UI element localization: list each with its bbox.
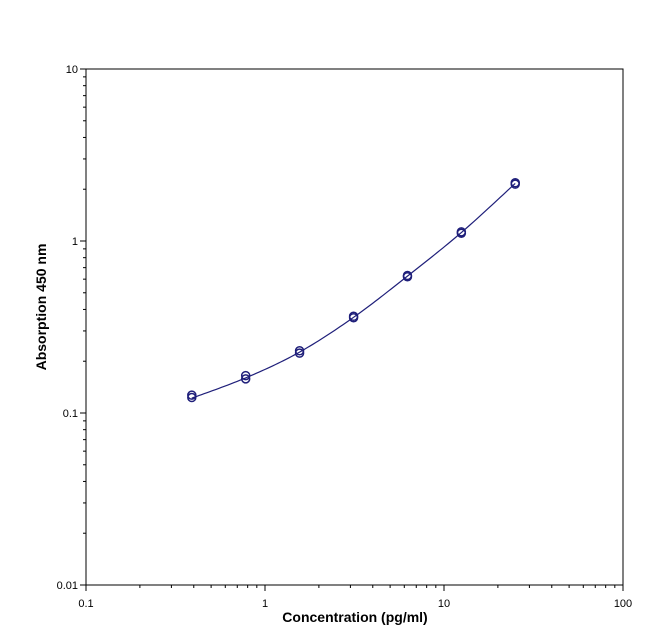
data-point <box>187 392 197 403</box>
data-point <box>294 348 305 358</box>
y-axis-ticks: 0.01 0.1 1 10 <box>57 64 86 592</box>
y-tick-label: 0.01 <box>57 580 78 592</box>
x-tick-label: 100 <box>614 598 632 610</box>
y-tick-label: 10 <box>66 64 78 76</box>
y-axis-title: Absorption 450 nm <box>33 244 49 371</box>
y-tick-label: 0.1 <box>63 408 78 420</box>
plot-frame <box>85 68 624 586</box>
x-tick-label: 1 <box>262 598 268 610</box>
data-points <box>187 178 520 403</box>
x-axis-title: Concentration (pg/ml) <box>282 609 427 625</box>
data-point <box>240 374 251 384</box>
y-tick-label: 1 <box>72 236 78 248</box>
data-point <box>456 228 467 238</box>
x-axis-ticks: 0.1 1 10 100 <box>78 585 632 610</box>
data-point <box>348 312 359 323</box>
data-point <box>240 370 251 381</box>
x-tick-label: 10 <box>438 598 450 610</box>
fit-curve-line <box>191 183 516 399</box>
x-tick-label: 0.1 <box>78 598 93 610</box>
data-point <box>402 271 413 282</box>
data-point <box>510 179 520 189</box>
